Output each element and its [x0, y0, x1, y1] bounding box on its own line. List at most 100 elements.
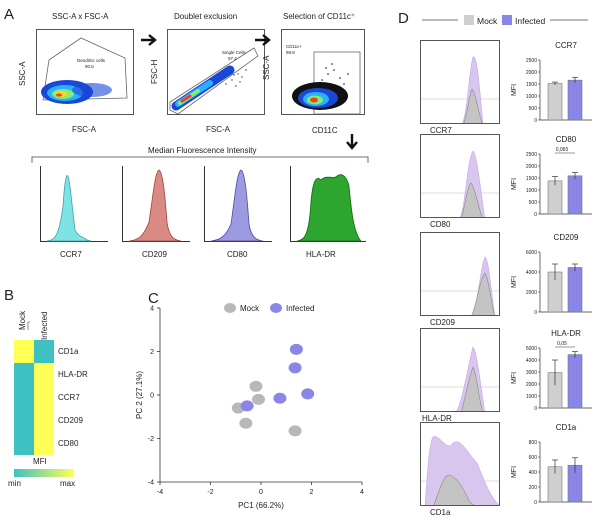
y-tick-label: 2500	[526, 58, 537, 64]
bar-chart-title: HLA-DR	[551, 329, 581, 338]
overlay-label: HLA-DR	[422, 414, 452, 423]
scatter-point	[288, 362, 302, 374]
panel-letter-b: B	[4, 287, 15, 304]
gate-name: Single Cells	[222, 50, 247, 55]
bar-chart-title: CD1a	[556, 423, 577, 432]
heatmap-color-scale	[14, 469, 74, 477]
arrow-down-icon	[346, 134, 358, 150]
histogram-plot	[128, 169, 182, 242]
overlay-plot	[421, 346, 501, 414]
overlay-histogram	[420, 328, 501, 414]
y-tick-label: 4000	[526, 358, 537, 364]
y-tick-label: -2	[148, 436, 154, 443]
scatter-point	[249, 380, 263, 392]
legend: Mock Infected	[422, 15, 588, 26]
heatmap-cell	[34, 340, 54, 363]
mock-area	[421, 366, 501, 414]
overlay-histograms: CCR7 CD80 CD209 HLA-DR CD1a	[420, 30, 510, 520]
arrow-right-icon	[141, 34, 157, 46]
density-band	[180, 94, 192, 103]
flow-plot-doublet: Single Cells 97.4	[167, 29, 265, 115]
heatmap-cell	[14, 340, 34, 363]
panel-letter-d: D	[398, 10, 409, 27]
scatter-point	[301, 388, 315, 400]
bar	[547, 180, 563, 215]
flow-plot-title: Doublet exclusion	[174, 12, 238, 21]
histogram-plot	[46, 175, 92, 242]
infected-area	[421, 56, 501, 126]
p-value-label: 0,065	[556, 147, 569, 153]
x-tick-label: 0	[259, 489, 263, 496]
overlay-plot	[421, 150, 501, 220]
heatmap-cell	[14, 432, 34, 455]
y-tick-label: 4	[150, 306, 154, 313]
y-tick-label: 1000	[526, 188, 537, 194]
flow-plot-title: Selection of CD11c⁺	[283, 12, 356, 21]
y-tick-label: 2000	[526, 164, 537, 170]
density-ellipse	[310, 97, 318, 103]
legend-swatch-mock	[464, 15, 474, 25]
scatter-point	[239, 417, 253, 429]
histogram-area	[210, 169, 264, 242]
mfi-bracket	[31, 156, 369, 163]
y-tick-label: 3000	[526, 370, 537, 376]
histogram-plot	[296, 174, 362, 242]
infected-area	[421, 346, 501, 414]
heatmap-cell	[14, 363, 34, 386]
heatmap-scale-min: min	[8, 479, 21, 488]
histogram-cd80	[204, 166, 272, 242]
y-tick-label: 2000	[526, 70, 537, 76]
heatmap-cell	[14, 409, 34, 432]
overlay-plot	[421, 436, 502, 508]
heatmap-cell	[34, 432, 54, 455]
y-tick-label: 0	[534, 310, 537, 316]
y-tick-label: 200	[529, 485, 538, 491]
overlay-histogram	[420, 422, 502, 508]
gate-polygon	[169, 47, 259, 115]
flow-xlabel: FSC-A	[206, 125, 230, 134]
heatmap-row-label: CD209	[58, 416, 83, 425]
legend-marker	[224, 303, 236, 313]
flow-xlabel: CD11C	[312, 126, 338, 135]
overlay-label: CCR7	[430, 126, 452, 135]
x-tick-label: -2	[207, 489, 213, 496]
heatmap-row-label: HLA-DR	[58, 370, 88, 379]
bar-chart-title: CD80	[556, 135, 577, 144]
y-tick-label: -4	[148, 480, 154, 487]
y-axis-label: MFI	[511, 84, 518, 96]
legend-label: Mock	[240, 304, 260, 313]
bar	[567, 175, 583, 215]
overlay-histogram	[420, 134, 501, 220]
bar-chart-title: CCR7	[555, 41, 577, 50]
legend-label: Infected	[286, 304, 314, 313]
y-tick-label: 0	[534, 500, 537, 506]
heatmap-dendrogram	[27, 321, 30, 330]
gate-pct: 98.8	[286, 50, 295, 55]
scatter-point	[273, 392, 287, 404]
heatmap-scale-title: MFI	[33, 457, 47, 466]
gate-name: CD11c+	[286, 44, 302, 49]
gate-pct: 90.6	[85, 64, 94, 69]
legend-infected: Infected	[515, 16, 546, 26]
histogram-area	[128, 169, 182, 242]
flow-plot-cd11c: CD11c+ 98.8	[281, 29, 365, 115]
y-tick-label: 500	[529, 200, 538, 206]
heatmap-cell	[34, 363, 54, 386]
y-axis-label: PC 2 (27.1%)	[135, 371, 144, 419]
bar-chart: CCR7 0 500 1000 1500 2000 2500 MFI	[511, 41, 592, 124]
histogram-label: CD80	[227, 250, 248, 259]
y-tick-label: 500	[529, 106, 538, 112]
y-tick-label: 0	[534, 212, 537, 218]
y-tick-label: 0	[534, 406, 537, 412]
bar-chart: CD209 0 2000 4000 6000 MFI	[511, 233, 592, 316]
overlay-plot	[421, 56, 501, 126]
histogram-label: CD209	[142, 250, 167, 259]
y-tick-label: 1000	[526, 94, 537, 100]
overlay-label: CD80	[430, 220, 451, 229]
y-tick-label: 2000	[526, 290, 537, 296]
mfi-bar-charts: CCR7 0 500 1000 1500 2000 2500 MFI CD80 0 500 1000 1…	[508, 30, 594, 520]
heatmap-row-label: CCR7	[58, 393, 80, 402]
overlay-histogram	[420, 40, 501, 126]
scatter-point	[240, 400, 254, 412]
